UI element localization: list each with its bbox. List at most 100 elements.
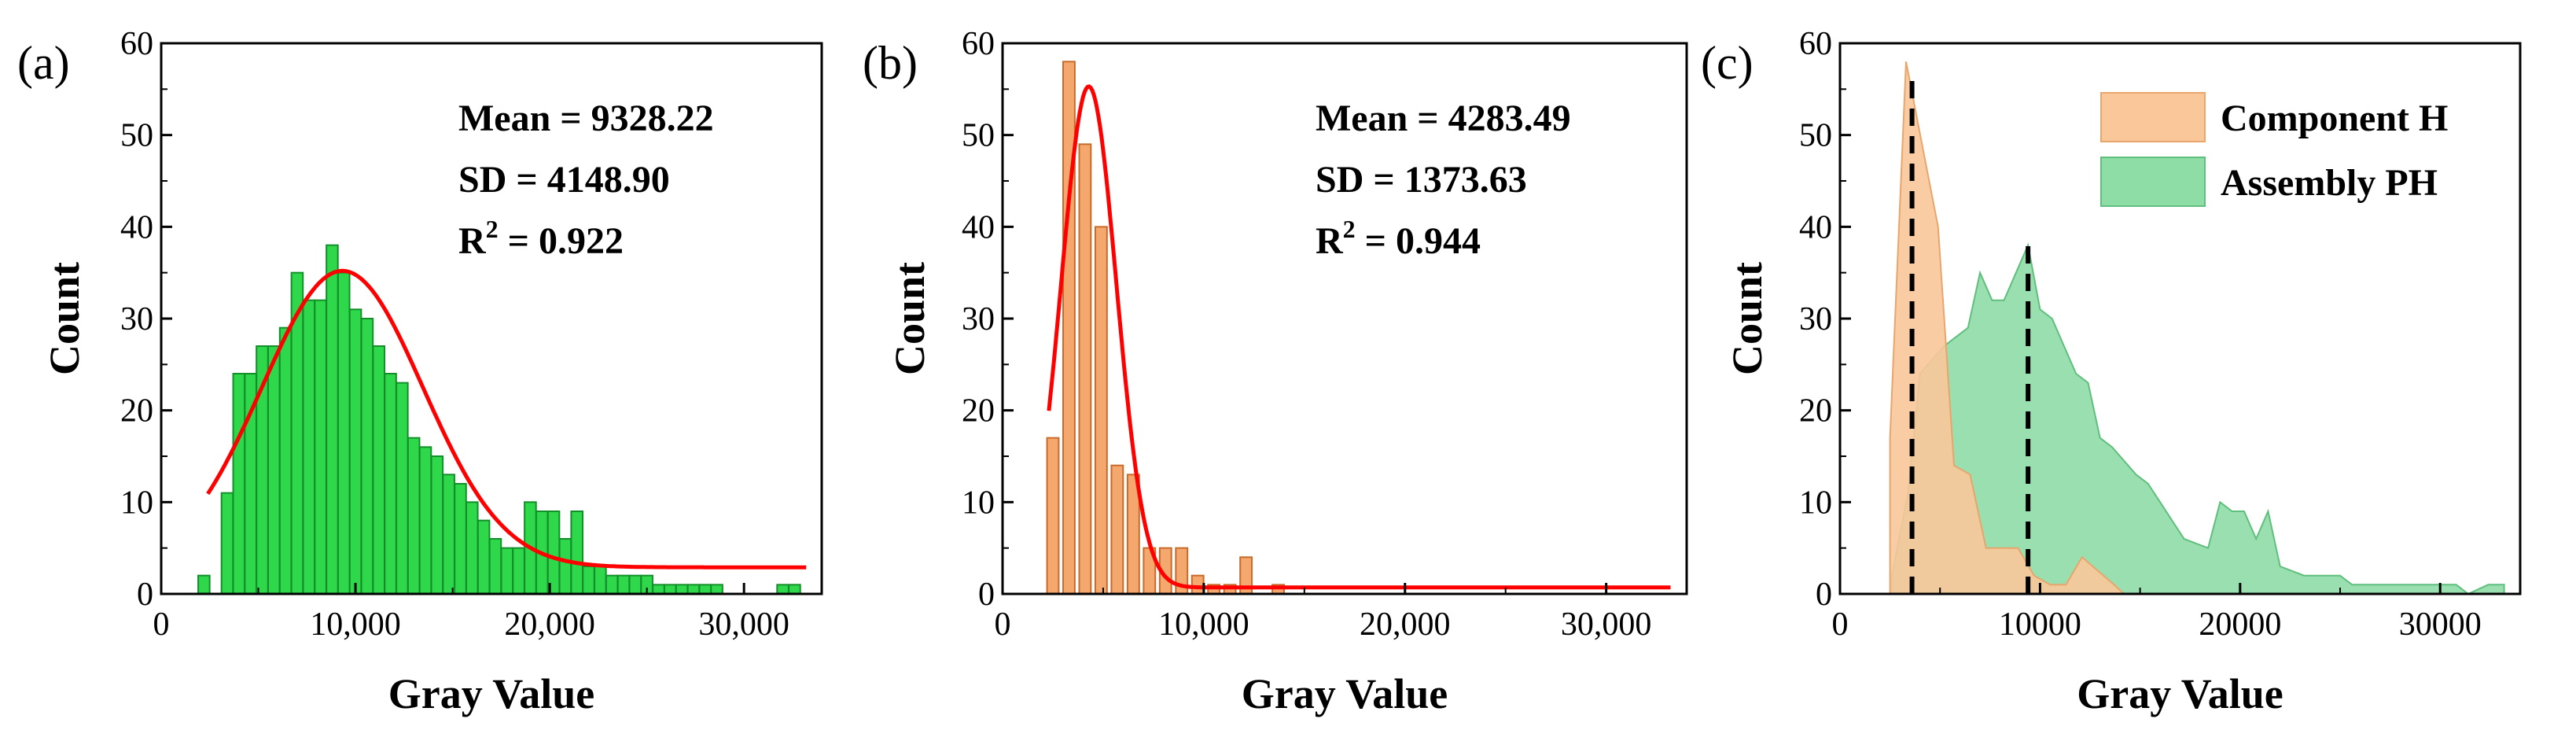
y-tick-label: 60 [1799, 26, 1832, 62]
r2-value: = 0.922 [499, 220, 624, 262]
histogram-bar [418, 446, 432, 595]
x-tick-label: 10,000 [1158, 606, 1249, 643]
histogram-bar [488, 538, 502, 595]
histogram-bar [220, 492, 234, 595]
stat-r-squared: R2 = 0.922 [458, 215, 624, 262]
legend-label: Component H [2221, 98, 2448, 139]
x-tick-label: 20,000 [1360, 606, 1451, 643]
histogram-bar [1078, 143, 1092, 595]
histogram-bar [500, 547, 514, 595]
histogram-bar [232, 373, 246, 595]
x-axis-label: Gray Value [2077, 670, 2283, 717]
stat-mean: Mean = 4283.49 [1316, 98, 1571, 139]
gaussian-fit-curve [206, 268, 807, 570]
y-tick-label: 30 [962, 301, 995, 337]
x-tick-label: 30,000 [1561, 606, 1652, 643]
y-axis-label: Count [41, 262, 88, 375]
y-tick-label: 50 [962, 118, 995, 154]
r2-prefix: R [1316, 220, 1344, 262]
y-tick-label: 40 [1799, 209, 1832, 245]
histogram-bar [594, 566, 607, 595]
histogram-bar [326, 244, 339, 595]
histogram-bar [360, 318, 374, 595]
histogram-bar [570, 511, 583, 595]
y-tick-label: 20 [1799, 393, 1832, 429]
r2-superscript: 2 [1343, 215, 1356, 243]
histogram-bar [1094, 226, 1108, 595]
y-tick-label: 60 [962, 26, 995, 62]
histogram-bar [616, 574, 631, 595]
histogram-bar [314, 299, 327, 595]
histogram-bar [675, 584, 689, 595]
histogram-bar [605, 574, 619, 595]
histogram-bar [197, 574, 211, 595]
gaussian-fit-curve [1047, 84, 1671, 590]
histogram-bar [512, 547, 525, 595]
panel-label: (b) [863, 37, 918, 89]
y-tick-label: 0 [1816, 577, 1832, 613]
legend-swatch [2100, 92, 2206, 142]
r2-superscript: 2 [486, 215, 499, 243]
histogram-bar [348, 308, 362, 595]
x-tick-label: 20,000 [504, 606, 595, 643]
x-tick-label: 10,000 [310, 606, 401, 643]
histogram-bar [686, 584, 701, 595]
y-tick-label: 40 [120, 209, 153, 245]
histogram-bar [546, 511, 561, 595]
x-axis-label: Gray Value [1242, 670, 1448, 717]
stat-mean: Mean = 9328.22 [458, 98, 714, 139]
histogram-bar [788, 584, 801, 595]
histogram-bar [477, 519, 491, 595]
chart-panel-b: Mean = 4283.49 SD = 1373.63 R2 = 0.944 0 10,… [863, 26, 1688, 717]
y-tick-label: 40 [962, 209, 995, 245]
stat-sd: SD = 1373.63 [1316, 159, 1527, 201]
x-tick-label: 0 [153, 606, 170, 643]
histogram-bar [396, 382, 409, 595]
histogram-bar [1046, 437, 1060, 595]
panel-label: (c) [1701, 37, 1754, 89]
histogram-bar [664, 584, 677, 595]
y-tick-label: 10 [1799, 485, 1832, 521]
x-tick-label: 20000 [2199, 606, 2281, 643]
histogram-bar [776, 584, 789, 595]
x-tick-label: 10000 [1999, 606, 2081, 643]
histogram-bar [278, 326, 293, 595]
histogram-bar [466, 501, 479, 595]
histogram-bar [1062, 61, 1076, 595]
histogram-bar [407, 437, 421, 595]
y-tick-label: 20 [120, 393, 153, 429]
y-axis-label: Count [886, 262, 933, 375]
x-tick-label: 30000 [2399, 606, 2482, 643]
r2-prefix: R [458, 220, 487, 262]
y-tick-label: 30 [1799, 301, 1832, 337]
y-tick-label: 10 [962, 485, 995, 521]
x-tick-label: 0 [1832, 606, 1849, 643]
histogram-bar [372, 345, 385, 595]
histogram-bar [302, 299, 316, 595]
histogram-bar [337, 271, 351, 595]
y-tick-label: 50 [120, 118, 153, 154]
y-axis-label: Count [1724, 262, 1771, 375]
y-tick-label: 30 [120, 301, 153, 337]
histogram-bar [442, 474, 455, 595]
y-tick-label: 0 [978, 577, 995, 613]
histogram-bar [652, 584, 665, 595]
y-tick-label: 0 [137, 577, 153, 613]
histogram-bar [710, 584, 723, 595]
histogram-bar [1110, 464, 1124, 595]
y-tick-label: 20 [962, 393, 995, 429]
histogram-bar [454, 483, 467, 595]
histogram-bar [628, 574, 642, 595]
y-tick-label: 50 [1799, 118, 1832, 154]
legend-label: Assembly PH [2221, 162, 2438, 204]
x-tick-label: 30,000 [698, 606, 789, 643]
area-series-component-h [1889, 61, 2126, 595]
area-series-assembly-ph [1891, 242, 2505, 595]
y-tick-label: 10 [120, 485, 153, 521]
stat-sd: SD = 4148.90 [458, 159, 670, 201]
histogram-bar [1190, 574, 1205, 595]
panel-label: (a) [17, 37, 70, 89]
histogram-bar [698, 584, 712, 595]
chart-panel-a: Mean = 9328.22 SD = 4148.90 R2 = 0.922 0 10,… [17, 26, 823, 717]
